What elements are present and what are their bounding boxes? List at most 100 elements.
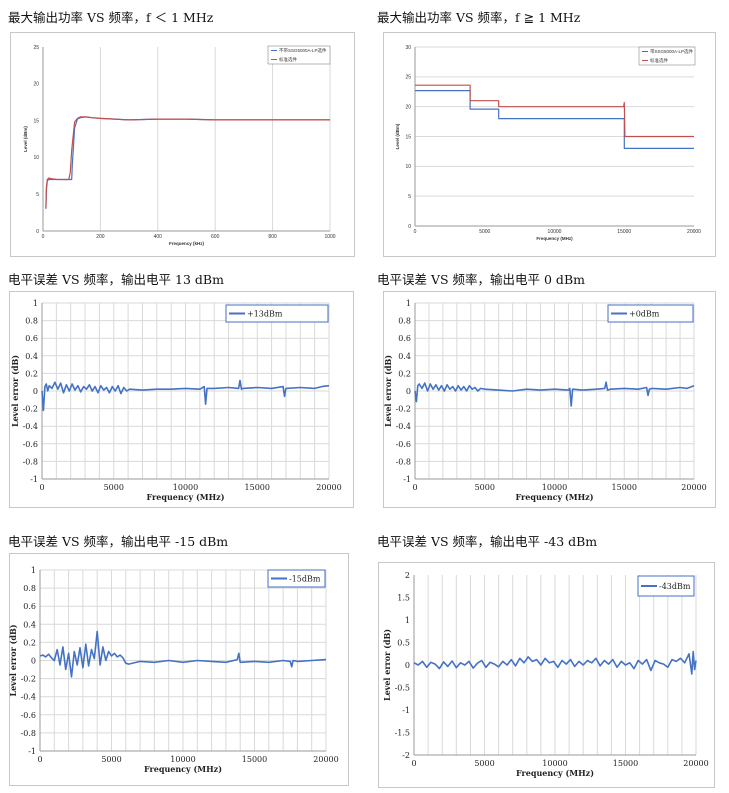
legend-box [267, 45, 331, 65]
y-tick-label: 0.6 [398, 334, 411, 343]
x-tick-label: 600 [211, 234, 220, 240]
x-tick-label: 1000 [324, 234, 335, 240]
y-axis-title: Level error (dB) [8, 624, 18, 696]
x-tick-label: 0 [37, 755, 42, 764]
chart-4: 10.80.60.40.20-0.2-0.4-0.6-0.8-10 5000 100… [383, 299, 707, 502]
x-tick-label: 0 [39, 483, 44, 492]
series-line-1 [45, 116, 330, 209]
legend-box [607, 304, 694, 323]
x-tick-label: 20000 [687, 229, 701, 235]
series-line-2 [45, 116, 330, 208]
chart-heading-3: 电平误差 VS 频率，输出电平 13 dBm [8, 272, 224, 287]
y-tick-label: -1 [403, 475, 411, 484]
y-tick-label: -2 [402, 751, 410, 760]
chart-heading-2: 最大输出功率 VS 频率，f ≧ 1 MHz [377, 10, 581, 25]
x-tick-label: 10000 [170, 755, 195, 764]
y-tick-label: 0 [408, 224, 411, 230]
y-tick-label: 1 [33, 299, 38, 308]
y-tick-label: 0 [33, 387, 38, 396]
y-tick-label: -1 [402, 706, 410, 715]
y-tick-label: 0 [405, 661, 410, 670]
y-tick-label: 20 [405, 104, 411, 110]
x-axis-title: Frequency (MHz) [516, 768, 594, 778]
y-tick-label: 1.5 [397, 594, 410, 603]
y-tick-label: 0.2 [23, 638, 36, 647]
y-tick-label: 0.8 [25, 317, 38, 326]
y-tick-label: 0.8 [398, 317, 411, 326]
x-tick-label: 5000 [101, 755, 121, 764]
y-tick-label: 1 [406, 299, 411, 308]
x-tick-label: 5000 [475, 483, 495, 492]
x-axis-title: Frequency (MHz) [536, 236, 573, 241]
x-tick-label: 15000 [617, 229, 631, 235]
chart-3: 10.80.60.40.20-0.2-0.4-0.6-0.8-10 5000 100… [10, 299, 342, 502]
x-axis-title: Frequency (MHz) [144, 764, 222, 774]
legend-label: +0dBm [629, 310, 660, 319]
x-tick-label: 15000 [613, 759, 638, 768]
legend-label: +13dBm [247, 310, 283, 319]
x-tick-label: 0 [411, 759, 416, 768]
y-tick-label: -1.5 [395, 729, 410, 738]
y-tick-label: 25 [33, 45, 39, 51]
y-tick-label: 10 [405, 164, 411, 170]
series-line-1 [39, 630, 327, 678]
legend-label: -15dBm [289, 575, 321, 584]
x-tick-label: 15000 [612, 483, 637, 492]
series-line-1 [413, 650, 697, 675]
y-axis-title: Level error (dB) [382, 629, 392, 701]
x-tick-label: 5000 [104, 483, 124, 492]
x-axis-title: Frequency (MHz) [516, 492, 594, 502]
x-tick-label: 5000 [474, 759, 494, 768]
y-tick-label: -0.4 [23, 422, 38, 431]
y-tick-label: -0.4 [396, 422, 411, 431]
y-tick-label: 0 [406, 387, 411, 396]
chart-2: 0 5 10 15 20 25 30 0 5000 10000 15000 20000 Frequenc… [395, 45, 701, 241]
y-tick-label: -0.2 [396, 405, 411, 414]
chart-frame-3 [9, 291, 354, 508]
x-axis-title: Frequency (kHz) [169, 241, 205, 246]
series-line-1 [41, 379, 330, 412]
y-tick-label: 2 [405, 571, 410, 580]
x-tick-label: 800 [268, 234, 277, 240]
x-tick-label: 10000 [542, 759, 567, 768]
y-tick-label: 15 [33, 118, 39, 124]
x-tick-label: 20000 [681, 483, 706, 492]
y-tick-label: 5 [36, 192, 39, 198]
y-tick-label: 20 [33, 82, 39, 88]
y-tick-label: -0.8 [21, 729, 36, 738]
chart-frame-6 [378, 562, 715, 788]
y-axis-title: Level error (dB) [383, 355, 393, 427]
legend-box [225, 304, 329, 323]
legend-box [638, 46, 696, 66]
chart-1: 0 5 10 15 20 25 0 200 400 600 800 1000 Frequency (kH… [23, 45, 336, 246]
y-tick-label: -0.6 [21, 711, 36, 720]
x-tick-label: 15000 [245, 483, 270, 492]
y-tick-label: -0.5 [395, 684, 410, 693]
chart-heading-5: 电平误差 VS 频率，输出电平 -15 dBm [8, 534, 229, 549]
x-tick-label: 10000 [548, 229, 562, 235]
x-tick-label: 0 [414, 229, 417, 235]
chart-frame-4 [383, 291, 716, 508]
y-tick-label: 0.8 [23, 584, 36, 593]
y-tick-label: 10 [33, 155, 39, 161]
y-tick-label: 0.5 [397, 639, 410, 648]
y-tick-label: 5 [408, 194, 411, 200]
x-tick-label: 200 [96, 234, 105, 240]
x-tick-label: 5000 [479, 229, 490, 235]
x-tick-label: 20000 [683, 759, 708, 768]
series-line-2 [415, 84, 694, 138]
y-tick-label: 0.2 [398, 369, 411, 378]
chart-6: 21.510.50-0.5-1-1.5-20 5000 10000 15000 2000… [382, 571, 709, 778]
y-tick-label: -0.6 [23, 440, 38, 449]
chart-heading-6: 电平误差 VS 频率，输出电平 -43 dBm [377, 534, 598, 549]
y-tick-label: 0.6 [23, 602, 36, 611]
y-tick-label: -0.2 [23, 405, 38, 414]
legend-label: 标准选件 [279, 56, 297, 63]
y-tick-label: 25 [405, 75, 411, 81]
y-tick-label: -0.2 [21, 675, 36, 684]
y-tick-label: -0.4 [21, 693, 36, 702]
chart-5: 10.80.60.40.20-0.2-0.4-0.6-0.8-10 5000 100… [8, 566, 339, 774]
x-axis-title: Frequency (MHz) [147, 492, 225, 502]
legend-label: -43dBm [659, 582, 691, 591]
